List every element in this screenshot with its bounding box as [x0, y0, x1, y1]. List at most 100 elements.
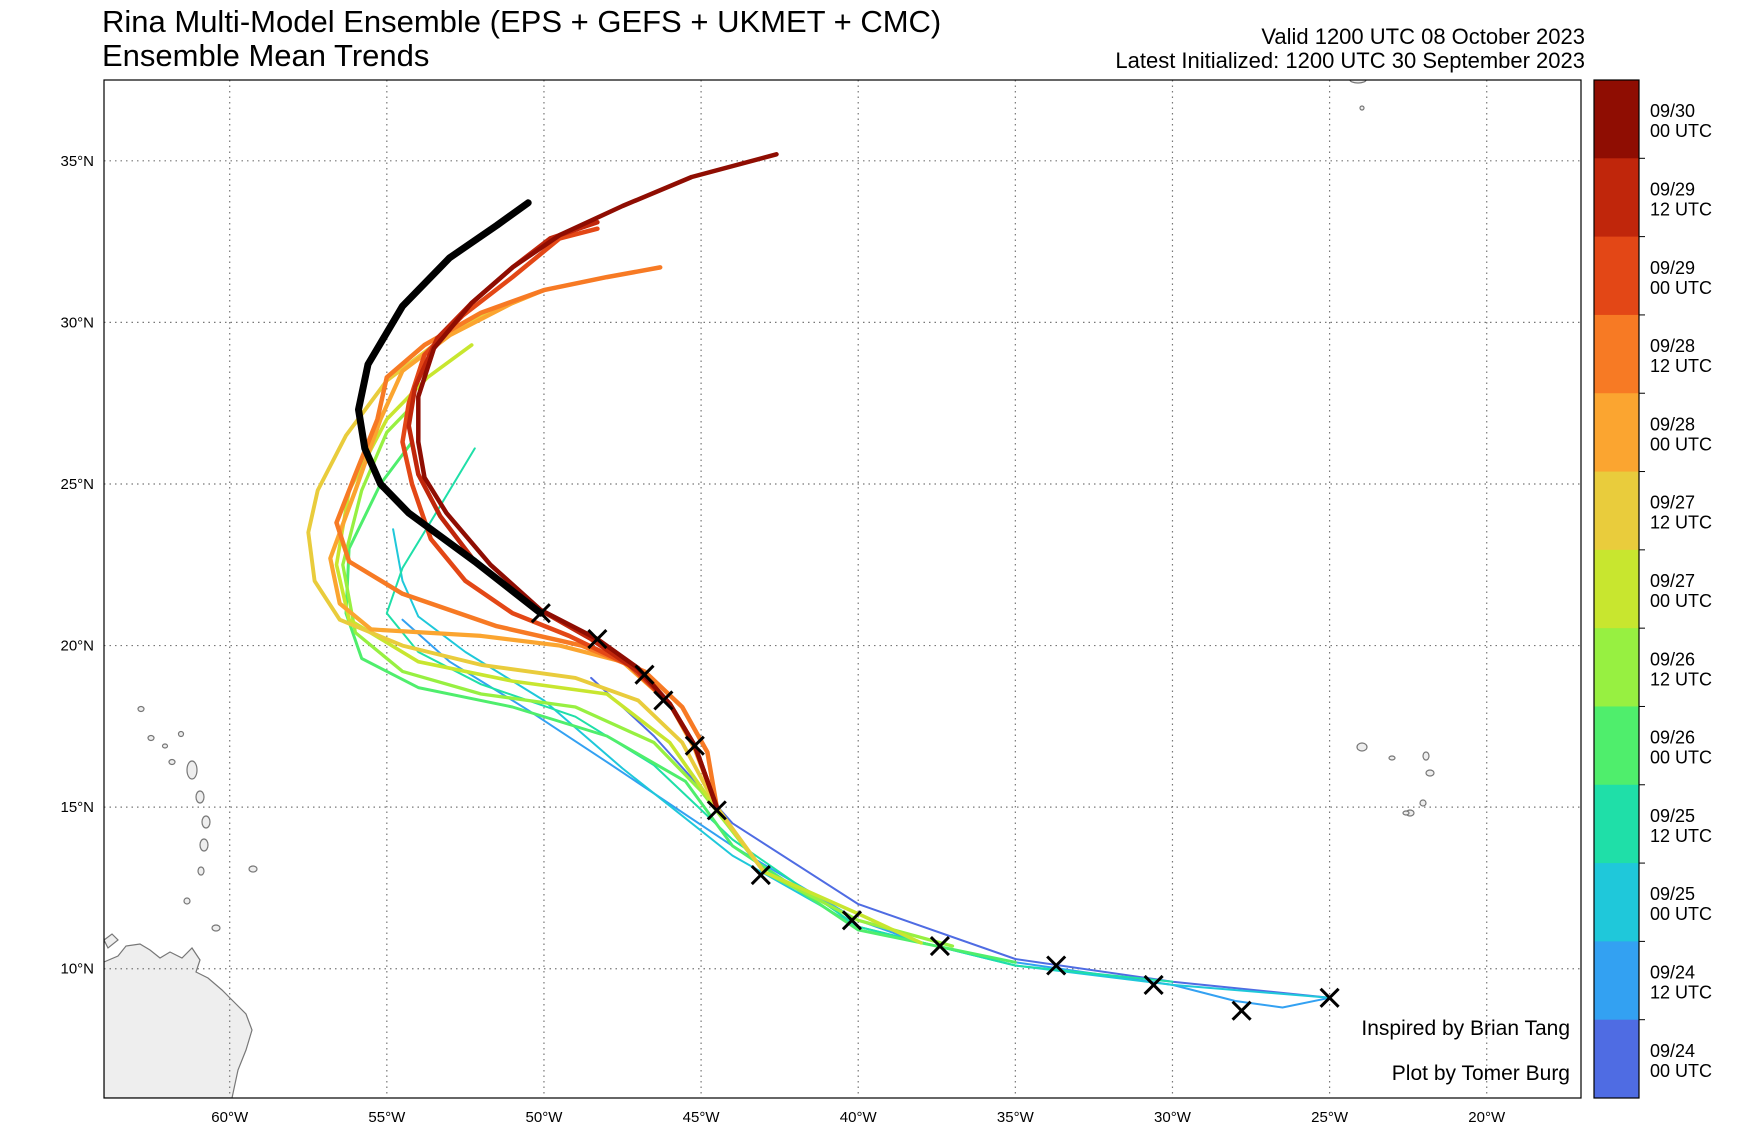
- island-outline: [248, 865, 258, 873]
- plot-area: [104, 80, 1581, 1098]
- colorbar-segment: [1594, 80, 1639, 159]
- marker-stroke: [1143, 974, 1164, 995]
- observed-position-marker: [530, 603, 551, 624]
- colorbar-label-date: 09/25: [1650, 884, 1695, 904]
- lon-tick-label: 45°W: [683, 1109, 721, 1125]
- colorbar-label-time: 00 UTC: [1650, 591, 1712, 611]
- colorbar-label-date: 09/24: [1650, 963, 1695, 983]
- observed-position-marker: [841, 910, 862, 931]
- colorbar-label-date: 09/28: [1650, 414, 1695, 434]
- lon-tick-label: 35°W: [997, 1109, 1035, 1125]
- credit-inspired: Inspired by Brian Tang: [1361, 1017, 1570, 1040]
- marker-stroke: [634, 664, 655, 685]
- colorbar-segment: [1594, 628, 1639, 707]
- marker-stroke: [587, 629, 608, 650]
- lat-tick-label: 15°N: [60, 799, 94, 816]
- colorbar-label-date: 09/26: [1650, 728, 1695, 748]
- observed-position-marker: [587, 629, 608, 650]
- observed-position-marker: [706, 800, 727, 821]
- colorbar-label-time: 12 UTC: [1650, 513, 1712, 533]
- colorbar-label-time: 12 UTC: [1650, 199, 1712, 219]
- lon-tick-label: 25°W: [1311, 1109, 1349, 1125]
- colorbar-label-time: 00 UTC: [1650, 1061, 1712, 1081]
- observed-position-marker: [1143, 974, 1164, 995]
- marker-stroke: [684, 735, 705, 756]
- chart-subtitle: Ensemble Mean Trends: [102, 38, 430, 73]
- colorbar-label-time: 12 UTC: [1650, 826, 1712, 846]
- observed-position-marker: [1231, 1000, 1252, 1021]
- island-outline: [1425, 769, 1435, 777]
- axis-tick-labels: 60°W 55°W 50°W 45°W 40°W 35°W 30°W 25°W 20°W 10°N…: [60, 153, 1506, 1125]
- marker-stroke: [929, 936, 950, 957]
- plot-frame: [103, 79, 1582, 1099]
- lon-tick-label: 40°W: [840, 1109, 878, 1125]
- lon-tick-label: 20°W: [1468, 1109, 1506, 1125]
- lat-tick-label: 30°N: [60, 314, 94, 331]
- colorbar-label-time: 00 UTC: [1650, 121, 1712, 141]
- island-outline: [177, 730, 185, 738]
- observed-position-marker: [634, 664, 655, 685]
- lat-tick-label: 10°N: [60, 961, 94, 978]
- colorbar-segment: [1594, 549, 1639, 629]
- colorbar-segment: [1594, 158, 1639, 238]
- lon-tick-label: 60°W: [211, 1109, 249, 1125]
- colorbar-label-date: 09/24: [1650, 1041, 1695, 1061]
- ensemble-track-line: [334, 265, 720, 810]
- island-outline: [1402, 810, 1410, 816]
- colorbar-label-date: 09/27: [1650, 493, 1695, 513]
- lon-tick-label: 30°W: [1154, 1109, 1192, 1125]
- colorbar-segment: [1594, 393, 1639, 473]
- valid-time: Valid 1200 UTC 08 October 2023: [1261, 24, 1585, 49]
- colorbar-label-date: 09/29: [1650, 258, 1695, 278]
- marker-stroke: [1231, 1000, 1252, 1021]
- island-outline: [147, 734, 155, 742]
- colorbar-label-time: 00 UTC: [1650, 434, 1712, 454]
- colorbar-label-date: 09/29: [1650, 179, 1695, 199]
- island-outline: [183, 897, 191, 905]
- island-outline: [197, 866, 205, 876]
- island-outline: [1356, 742, 1368, 752]
- colorbar-segment: [1594, 314, 1639, 394]
- ensemble-track-line: [355, 199, 545, 617]
- island-outline: [1359, 105, 1365, 111]
- colorbar-label-date: 09/30: [1650, 101, 1695, 121]
- lon-tick-label: 55°W: [368, 1109, 406, 1125]
- colorbar-label-date: 09/27: [1650, 571, 1695, 591]
- island-outline: [1422, 751, 1430, 761]
- colorbar-label-time: 12 UTC: [1650, 669, 1712, 689]
- colorbar-label-time: 00 UTC: [1650, 904, 1712, 924]
- trinidad-island: [104, 933, 119, 949]
- observed-position-marker: [750, 864, 771, 886]
- island-outline: [161, 743, 169, 749]
- lat-tick-label: 20°N: [60, 638, 94, 655]
- island-outline: [201, 815, 211, 829]
- colorbar-segment: [1594, 706, 1639, 786]
- colorbar-label-date: 09/25: [1650, 806, 1695, 826]
- observed-position-marker: [1046, 955, 1067, 976]
- island-outline: [211, 924, 221, 932]
- credit-plot-by: Plot by Tomer Burg: [1391, 1062, 1570, 1085]
- colorbar-segment: [1594, 471, 1639, 551]
- island-outline: [195, 790, 205, 804]
- observed-markers: [530, 603, 1340, 1021]
- colorbar-segment: [1594, 941, 1639, 1021]
- island-outline: [199, 838, 209, 852]
- observed-position-marker: [929, 936, 950, 957]
- initialized-time: Latest Initialized: 1200 UTC 30 Septembe…: [1115, 48, 1585, 73]
- colorbar-segment: [1594, 236, 1639, 316]
- ensemble-track-line: [392, 528, 1331, 999]
- island-outline: [168, 758, 176, 766]
- island-outline: [1349, 80, 1367, 84]
- island-outline: [1388, 755, 1396, 761]
- landmass-layer: [104, 80, 1435, 1098]
- marker-stroke: [750, 864, 771, 886]
- colorbar-segment: [1594, 784, 1639, 864]
- south-america-land: [104, 943, 253, 1098]
- observed-position-marker: [653, 690, 674, 711]
- marker-stroke: [1319, 987, 1340, 1008]
- island-outline: [137, 705, 145, 713]
- marker-stroke: [1046, 955, 1067, 976]
- colorbar-label-time: 00 UTC: [1650, 748, 1712, 768]
